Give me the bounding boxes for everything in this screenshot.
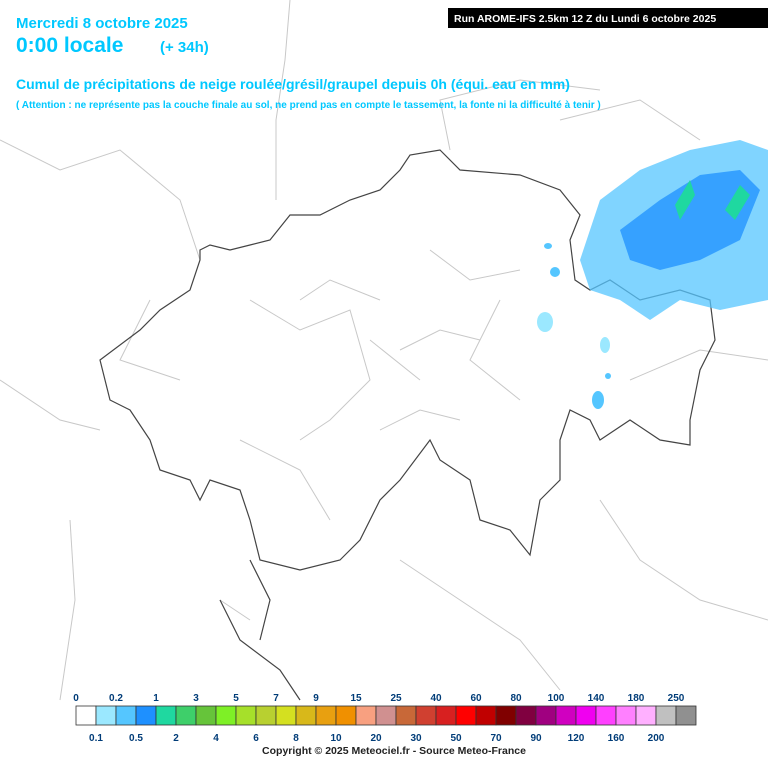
legend-label: 60 (470, 693, 482, 704)
legend-swatch (235, 705, 257, 726)
copyright: Copyright © 2025 Meteociel.fr - Source M… (262, 745, 526, 757)
legend-swatch (615, 705, 637, 726)
legend-label: 3 (193, 693, 199, 704)
legend-swatch (295, 705, 317, 726)
map-note: ( Attention : ne représente pas la couch… (16, 100, 601, 111)
legend-label: 7 (273, 693, 279, 704)
legend-swatch (475, 705, 497, 726)
legend-swatch (595, 705, 617, 726)
legend-label: 50 (450, 733, 462, 744)
legend-swatch (195, 705, 217, 726)
legend-label: 6 (253, 733, 259, 744)
legend-swatch (75, 705, 97, 726)
legend-label: 0.2 (109, 693, 123, 704)
legend-swatch (675, 705, 697, 726)
legend-label: 8 (293, 733, 299, 744)
map-title: Cumul de précipitations de neige roulée/… (16, 76, 570, 92)
legend-swatch (355, 705, 377, 726)
borders (0, 0, 768, 701)
legend-label: 80 (510, 693, 522, 704)
legend-swatch (415, 705, 437, 726)
legend-label: 250 (668, 693, 685, 704)
legend-swatch (95, 705, 117, 726)
legend-label: 30 (410, 733, 422, 744)
legend-label: 0 (73, 693, 79, 704)
legend-label: 10 (330, 733, 342, 744)
legend-swatch (455, 705, 477, 726)
legend-swatch (495, 705, 517, 726)
run-info: Run AROME-IFS 2.5km 12 Z du Lundi 6 octo… (454, 13, 716, 25)
legend-swatch (395, 705, 417, 726)
legend-label: 90 (530, 733, 542, 744)
legend: 0 0.1 0.2 0.5 1 2 3 4 5 6 7 8 9 10 15 20 25 30 40 50 60 70 80 9… (73, 693, 697, 744)
legend-swatch (435, 705, 457, 726)
legend-swatch (275, 705, 297, 726)
legend-label: 100 (548, 693, 565, 704)
run-box (448, 8, 768, 28)
legend-swatch (215, 705, 237, 726)
legend-swatch (515, 705, 537, 726)
legend-swatch (635, 705, 657, 726)
legend-label: 200 (648, 733, 665, 744)
legend-label: 70 (490, 733, 502, 744)
legend-label: 4 (213, 733, 219, 744)
legend-label: 9 (313, 693, 319, 704)
legend-swatch (555, 705, 577, 726)
legend-label: 25 (390, 693, 402, 704)
legend-swatch (655, 705, 677, 726)
legend-label: 5 (233, 693, 239, 704)
legend-swatch (335, 705, 357, 726)
time: 0:00 locale (16, 34, 123, 57)
legend-label: 20 (370, 733, 382, 744)
legend-label: 15 (350, 693, 362, 704)
legend-swatch (175, 705, 197, 726)
legend-swatch (315, 705, 337, 726)
legend-label: 140 (588, 693, 605, 704)
legend-swatch (135, 705, 157, 726)
precipitation (537, 140, 768, 409)
legend-label: 1 (153, 693, 159, 704)
legend-label: 0.1 (89, 733, 103, 744)
legend-swatch (535, 705, 557, 726)
legend-swatch (155, 705, 177, 726)
legend-label: 40 (430, 693, 442, 704)
legend-label: 0.5 (129, 733, 143, 744)
legend-label: 120 (568, 733, 585, 744)
legend-label: 160 (608, 733, 625, 744)
date: Mercredi 8 octobre 2025 (16, 15, 188, 32)
legend-swatch (115, 705, 137, 726)
legend-swatch (375, 705, 397, 726)
lead-time: (+ 34h) (160, 39, 209, 56)
legend-label: 180 (628, 693, 645, 704)
legend-swatch (255, 705, 277, 726)
legend-label: 2 (173, 733, 179, 744)
legend-swatch (575, 705, 597, 726)
